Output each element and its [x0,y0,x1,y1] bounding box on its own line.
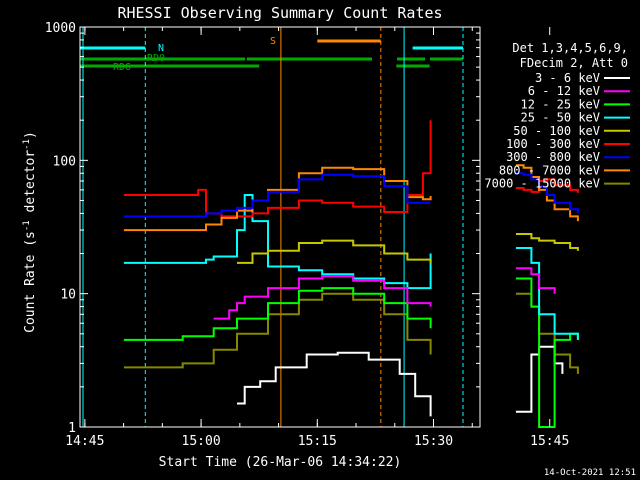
series-line-1 [213,275,432,320]
x-tick-label: 15:00 [182,434,221,449]
legend: Det 1,3,4,5,6,9,FDecim 2, Att 03 - 6 keV… [484,41,630,191]
y-axis-label-sup2: -1 [22,139,32,150]
plot-frame [79,26,481,428]
legend-entry-label: 25 - 50 keV [521,111,600,125]
series-line-1 [515,267,556,294]
flag-label-n: N [158,43,164,54]
legend-entry-label: 3 - 6 keV [535,71,600,85]
legend-entry-label: 12 - 25 keV [521,97,600,111]
legend-header: Det 1,3,4,5,6,9, [512,41,628,55]
series-line-3 [515,247,579,340]
series-line-8 [123,292,432,369]
y-axis-label-part2: detector [23,150,38,221]
series-line-6 [123,173,431,218]
y-tick-label: 100 [53,154,76,169]
timestamp: 14-Oct-2021 12:51 [544,468,636,478]
legend-entry-label: 800 - 7000 keV [499,163,600,177]
y-axis-label-part3: ) [23,131,38,139]
x-tick-label: 15:15 [298,434,337,449]
legend-entry-label: 50 - 100 keV [513,124,600,138]
legend-entry-label: 100 - 300 keV [506,137,600,151]
flag-label-rd0: RD0 [147,53,165,64]
legend-entry-label: 6 - 12 keV [528,84,600,98]
y-axis-label: Count Rate (s-1 detector-1) [22,131,38,333]
legend-entry-label: 300 - 800 keV [506,150,600,164]
y-tick-label: 1000 [45,21,76,36]
y-tick-label: 1 [68,421,76,436]
legend-header: FDecim 2, Att 0 [520,56,628,70]
series-line-6 [515,172,579,214]
flag-label-rd6: RD6 [113,62,131,73]
x-tick-label: 15:30 [414,434,453,449]
x-axis-label: Start Time (26-Mar-06 14:34:22) [159,455,402,470]
series-line-2 [123,287,432,341]
x-tick-label: 14:45 [65,434,104,449]
series-layer [123,120,579,428]
flag-label-s: S [270,36,276,47]
series-line-4 [237,239,432,264]
legend-entry-label: 7000 - 15000 keV [484,177,600,191]
series-line-0 [237,351,432,417]
y-axis-label-part1: Count Rate (s [23,231,38,333]
y-tick-label: 10 [60,288,76,303]
series-line-4 [515,233,579,251]
chart-title: RHESSI Observing Summary Count Rates [117,4,442,22]
y-axis-label-sup1: -1 [22,220,32,231]
series-line-5 [515,178,579,193]
x-tick-label: 15:45 [530,434,569,449]
